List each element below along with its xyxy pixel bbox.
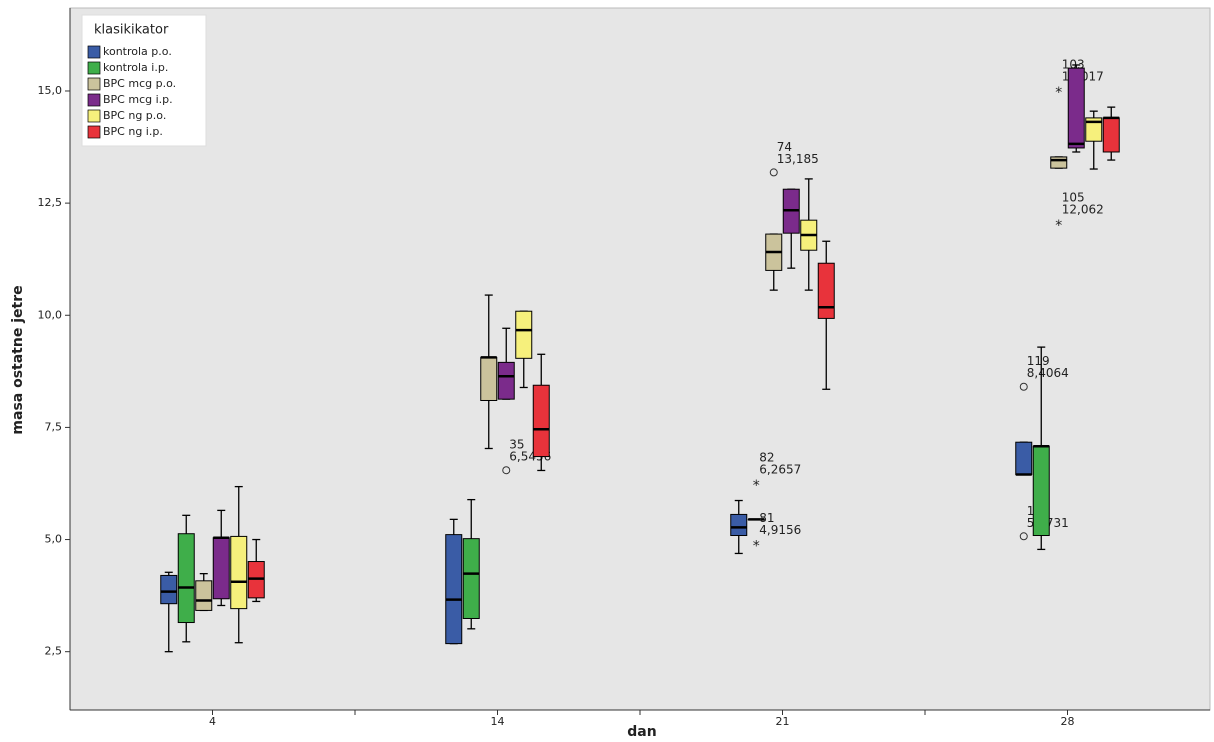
outlier-circle: [1019, 532, 1028, 541]
box: [462, 538, 480, 619]
outlier-value-label: 13,185: [777, 152, 819, 166]
box: [1032, 445, 1050, 537]
box-group: [800, 178, 818, 291]
outlier-star: *: [753, 478, 760, 494]
box-group: [1085, 110, 1103, 170]
outlier-value-label: 12,062: [1062, 202, 1104, 216]
outlier-value-label: 6,2657: [759, 462, 801, 476]
box: [1015, 441, 1033, 476]
box: [532, 384, 550, 458]
legend-label: kontrola i.p.: [103, 61, 168, 74]
legend-box: [81, 14, 207, 147]
box-group: [247, 538, 265, 603]
box: [1102, 117, 1120, 153]
outlier-circle: [502, 466, 511, 475]
box-group: [532, 353, 550, 472]
outlier-id: 82: [759, 450, 774, 464]
box-group: * 826,2657 * 814,9156: [747, 450, 801, 554]
x-axis-label: dan: [627, 724, 656, 740]
box-group: [817, 240, 835, 390]
legend-label: BPC mcg i.p.: [103, 93, 173, 106]
legend-swatch: [87, 125, 101, 139]
box: [1085, 117, 1103, 142]
box: [817, 262, 835, 319]
outlier-id: 81: [759, 511, 774, 525]
box-group: [445, 518, 463, 645]
outlier-value-label: 8,4064: [1027, 366, 1069, 380]
legend-title: klasikikator: [94, 23, 169, 38]
box-group: [1102, 106, 1120, 161]
legend-swatch: [87, 45, 101, 59]
x-tick-label: 4: [209, 715, 216, 728]
box-group: [195, 572, 213, 612]
box: [177, 533, 195, 624]
y-tick-label: 7,5: [45, 420, 63, 433]
box-group: [160, 571, 178, 653]
box: [1067, 67, 1085, 149]
outlier-star: *: [1055, 218, 1062, 234]
y-axis-label: masa ostatne jetre: [10, 285, 26, 434]
box: [730, 513, 748, 537]
box-group: [462, 498, 480, 630]
box-group: [177, 514, 195, 643]
y-tick-label: 5,0: [45, 533, 63, 546]
outlier-id: 105: [1062, 190, 1085, 204]
box: [212, 537, 230, 600]
outlier-value-label: 4,9156: [759, 523, 801, 537]
legend-label: BPC mcg p.o.: [103, 77, 176, 90]
y-tick-label: 10,0: [38, 308, 63, 321]
box-group: [782, 188, 800, 269]
legend-swatch: [87, 93, 101, 107]
box: [195, 580, 213, 611]
y-tick-label: 2,5: [45, 645, 63, 658]
outlier-circle: [769, 168, 778, 177]
y-tick-label: 15,0: [38, 84, 63, 97]
outlier-id: 35: [509, 438, 524, 452]
box-group: [515, 310, 533, 389]
legend-swatch: [87, 109, 101, 123]
box-group: [1067, 64, 1085, 153]
box-group: [212, 509, 230, 607]
box-group: [230, 485, 248, 644]
x-tick-label: 21: [776, 715, 790, 728]
legend-label: kontrola p.o.: [103, 45, 172, 58]
box: [515, 310, 533, 359]
x-tick-label: 28: [1061, 715, 1075, 728]
box: [160, 574, 178, 605]
box-group: [1032, 346, 1050, 551]
outlier-star: *: [1055, 85, 1062, 101]
legend-label: BPC ng i.p.: [103, 125, 163, 138]
legend-label: BPC ng p.o.: [103, 109, 166, 122]
legend: klasikikator kontrola p.o. kontrola i.p. B…: [81, 14, 207, 147]
box: [497, 361, 515, 400]
box-group: [730, 499, 748, 555]
outlier-star: *: [753, 538, 760, 554]
y-tick-label: 12,5: [38, 196, 63, 209]
box: [445, 534, 463, 645]
box: [480, 356, 498, 401]
outlier-circle: [1019, 382, 1028, 391]
box: [230, 535, 248, 610]
outlier-id: 119: [1027, 354, 1050, 368]
box-group: [480, 294, 498, 450]
outlier-id: 74: [777, 140, 792, 154]
box: [1050, 156, 1068, 169]
x-tick-label: 14: [491, 715, 505, 728]
legend-swatch: [87, 77, 101, 91]
legend-swatch: [87, 61, 101, 75]
